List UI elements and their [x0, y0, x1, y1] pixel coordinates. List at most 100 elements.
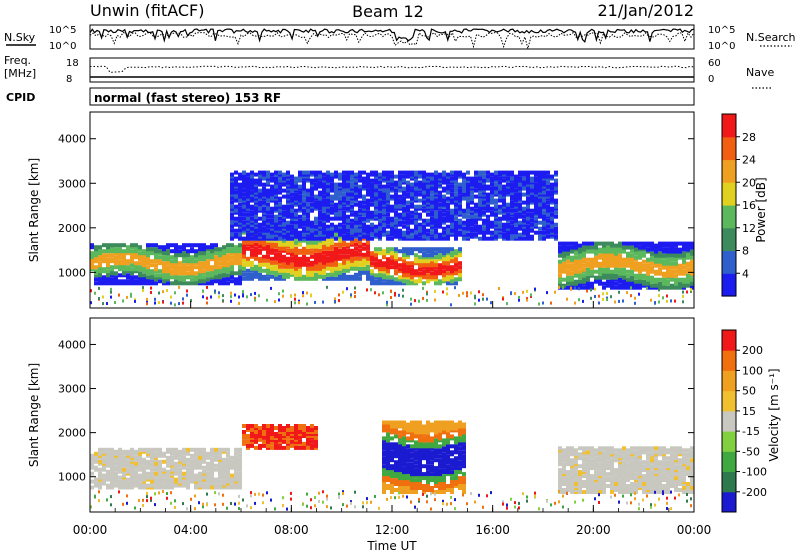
power-cell — [138, 271, 142, 276]
power-cell — [302, 208, 306, 213]
power-cell — [110, 265, 114, 270]
power-cell — [494, 198, 498, 203]
power-cell — [362, 252, 366, 257]
velocity-cell — [138, 473, 142, 478]
velocity-cell — [90, 461, 94, 466]
power-cell — [334, 170, 338, 175]
velocity-cell — [94, 481, 98, 486]
power-y-tick-label: 2000 — [58, 222, 86, 235]
power-cell — [346, 264, 350, 269]
power-cell — [114, 243, 118, 248]
power-cell — [690, 289, 692, 293]
velocity-cell — [142, 457, 146, 462]
cpid-label: CPID — [6, 91, 35, 104]
power-cell — [418, 198, 422, 203]
power-cell — [90, 251, 94, 256]
power-cell — [166, 243, 170, 248]
power-cell — [302, 226, 306, 231]
power-cell — [406, 200, 410, 205]
power-cell — [474, 202, 478, 207]
power-cell — [170, 295, 172, 299]
power-cell — [118, 243, 122, 248]
power-cell — [550, 182, 554, 187]
power-cell — [262, 202, 266, 207]
power-cell — [306, 192, 310, 197]
power-cell — [282, 172, 286, 177]
power-cell — [106, 243, 110, 248]
velocity-cell — [194, 507, 196, 511]
velocity-cell — [142, 498, 144, 502]
power-cell — [210, 265, 214, 270]
power-cell — [286, 272, 290, 277]
power-cell — [402, 224, 406, 229]
power-cell — [594, 287, 596, 291]
power-cell — [590, 245, 594, 250]
power-cell — [458, 188, 462, 193]
power-cell — [438, 202, 442, 207]
power-cell — [138, 265, 142, 270]
power-cell — [98, 286, 100, 290]
power-cell — [534, 202, 538, 207]
power-cell — [466, 176, 470, 181]
power-cell — [426, 290, 428, 294]
power-cell — [502, 222, 506, 227]
power-cell — [94, 271, 98, 276]
power-cell — [302, 274, 306, 279]
power-cell — [270, 176, 274, 181]
power-cell — [406, 192, 410, 197]
power-cell — [90, 253, 94, 258]
power-cell — [254, 264, 258, 269]
velocity-cell — [162, 451, 166, 456]
power-cell — [686, 273, 690, 278]
velocity-cell — [190, 447, 194, 452]
nave-trace — [89, 65, 695, 74]
power-cell — [366, 210, 370, 215]
power-cell — [386, 188, 390, 193]
power-cell — [482, 210, 486, 215]
power-cell — [390, 275, 394, 280]
power-cell — [338, 202, 342, 207]
power-cell — [462, 220, 466, 225]
power-cell — [390, 251, 394, 256]
power-cell — [570, 241, 574, 246]
power-cell — [346, 196, 350, 201]
power-cell — [410, 210, 414, 215]
power-cell — [334, 236, 338, 241]
power-cell — [498, 194, 502, 199]
power-cell — [470, 206, 474, 211]
power-cell — [566, 253, 570, 258]
velocity-cell — [190, 497, 192, 501]
velocity-cell — [158, 485, 162, 490]
power-cell — [314, 230, 318, 235]
power-cell — [546, 291, 548, 295]
power-cell — [478, 298, 480, 302]
power-cell — [506, 302, 508, 306]
power-cell — [306, 248, 310, 253]
power-cell — [670, 257, 674, 262]
velocity-cell — [154, 471, 158, 476]
power-cell — [426, 228, 430, 233]
power-cell — [178, 275, 182, 280]
power-cell — [278, 178, 282, 183]
power-cell — [438, 279, 442, 284]
power-cell — [590, 296, 592, 300]
power-cell — [254, 234, 258, 239]
power-cell — [662, 241, 666, 246]
power-cell — [258, 188, 262, 193]
power-cell — [218, 273, 222, 278]
power-cell — [478, 198, 482, 203]
power-cell — [282, 176, 286, 181]
power-cell — [410, 170, 414, 175]
power-cell — [450, 188, 454, 193]
power-cell — [346, 228, 350, 233]
power-cell — [170, 271, 174, 276]
velocity-cell — [206, 492, 208, 496]
power-cell — [454, 180, 458, 185]
velocity-cell — [114, 461, 118, 466]
power-cell — [562, 251, 566, 256]
power-cell — [590, 288, 592, 292]
power-cell — [230, 295, 232, 299]
power-cell — [118, 273, 122, 278]
power-cell — [294, 176, 298, 181]
power-cell — [558, 273, 562, 278]
